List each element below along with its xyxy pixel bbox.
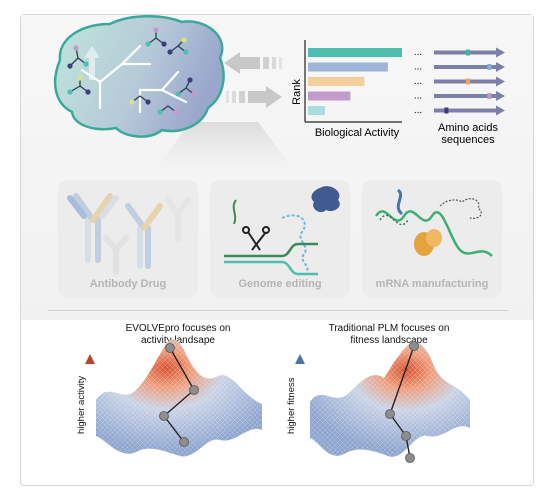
landscape-caption-plm-line1: Traditional PLM focuses on [328,323,450,334]
landscape-axis-label-fitness: higher fitness [286,377,297,434]
feedback-right-arrow [226,86,282,108]
sequences-label-line1: Amino acids [438,122,498,134]
up-arrow-icon [84,46,100,80]
crispr-icon [224,186,340,276]
ribosome-icon [414,229,442,256]
protein-blob [311,186,340,213]
rank-bar [308,91,351,101]
rank-bar [308,48,402,57]
application-label-antibody: Antibody Drug [89,278,167,290]
landscape-caption-plm: Traditional PLM focuses on fitness lands… [314,323,464,347]
model-overview-graphic: Rank Biological Activity ...............… [53,14,505,178]
sequence-row [434,91,505,101]
activity-axis-label: Biological Activity [315,127,400,139]
mutation-mark [465,49,470,56]
section-divider [48,310,508,311]
landscape-axis-label-activity: higher activity [76,375,87,434]
row-ellipsis: ... [414,76,422,87]
mutation-mark [487,93,492,99]
landscape-caption-evolvepro-line2: activity landsape [141,335,215,346]
application-label-genome: Genome editing [238,278,322,290]
antibody-icon [67,193,191,275]
scissors-icon [242,226,270,251]
landscape-caption-plm-line2: fitness landscape [350,335,428,346]
application-label-mrna: mRNA manufacturing [375,278,489,290]
rank-bar [308,106,325,115]
sequence-row [434,47,505,58]
landscape-caption-evolvepro-line1: EVOLVEpro focuses on [125,323,231,334]
row-ellipsis: ... [414,62,422,73]
rank-axis-label: Rank [291,79,303,105]
sequence-row [434,76,505,87]
brain-outline [53,14,225,138]
rank-bar [308,62,388,72]
application-card-genome: Genome editing [210,180,350,298]
mutation-mark [487,64,492,70]
rank-chart: Rank Biological Activity [291,40,402,139]
brain-network-icon [53,14,225,138]
mutation-mark [465,78,470,85]
mutation-mark [444,107,449,114]
row-ellipsis: ... [414,47,422,58]
sequence-row [434,105,505,116]
application-card-mrna: mRNA manufacturing [362,180,502,298]
projection-beam [150,122,300,178]
sequence-list [434,47,505,116]
sequence-row [434,62,505,72]
application-card-antibody: Antibody Drug [58,180,198,298]
feedback-left-arrow [224,52,282,74]
row-ellipsis: ... [414,105,422,116]
row-ellipsis: ... [414,91,422,102]
landscape-caption-evolvepro: EVOLVEpro focuses on activity landsape [110,323,246,347]
sequences-label-line2: sequences [441,134,495,146]
mrna-icon [374,188,493,257]
rank-bar [308,77,365,86]
